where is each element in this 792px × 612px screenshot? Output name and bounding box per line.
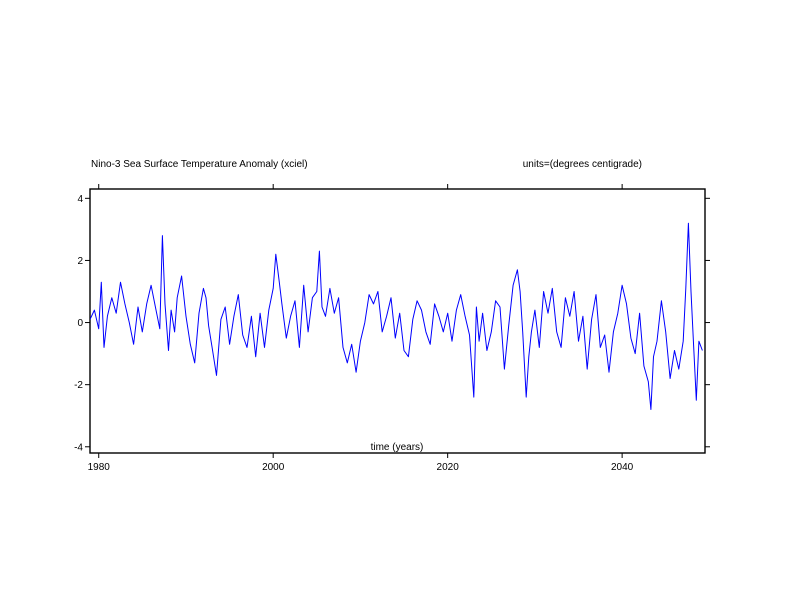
y-tick-label: -2 — [74, 380, 83, 391]
x-tick-label: 2000 — [262, 462, 285, 473]
series-line — [90, 222, 703, 410]
y-tick-label: 2 — [77, 256, 83, 267]
x-axis-label: time (years) — [371, 442, 424, 453]
y-tick-label: 0 — [77, 318, 83, 329]
x-tick-label: 2040 — [611, 462, 634, 473]
x-tick-label: 2020 — [437, 462, 460, 473]
x-tick-label: 1980 — [88, 462, 111, 473]
plot-area: 1980 2000 2020 2040 4 2 0 -2 -4 — [74, 184, 710, 473]
y-tick-label: 4 — [77, 194, 83, 205]
units-label: units=(degrees centigrade) — [523, 159, 642, 170]
plot-frame — [89, 188, 706, 454]
chart-title: Nino-3 Sea Surface Temperature Anomaly (… — [91, 159, 308, 170]
y-tick-label: -4 — [74, 442, 83, 453]
